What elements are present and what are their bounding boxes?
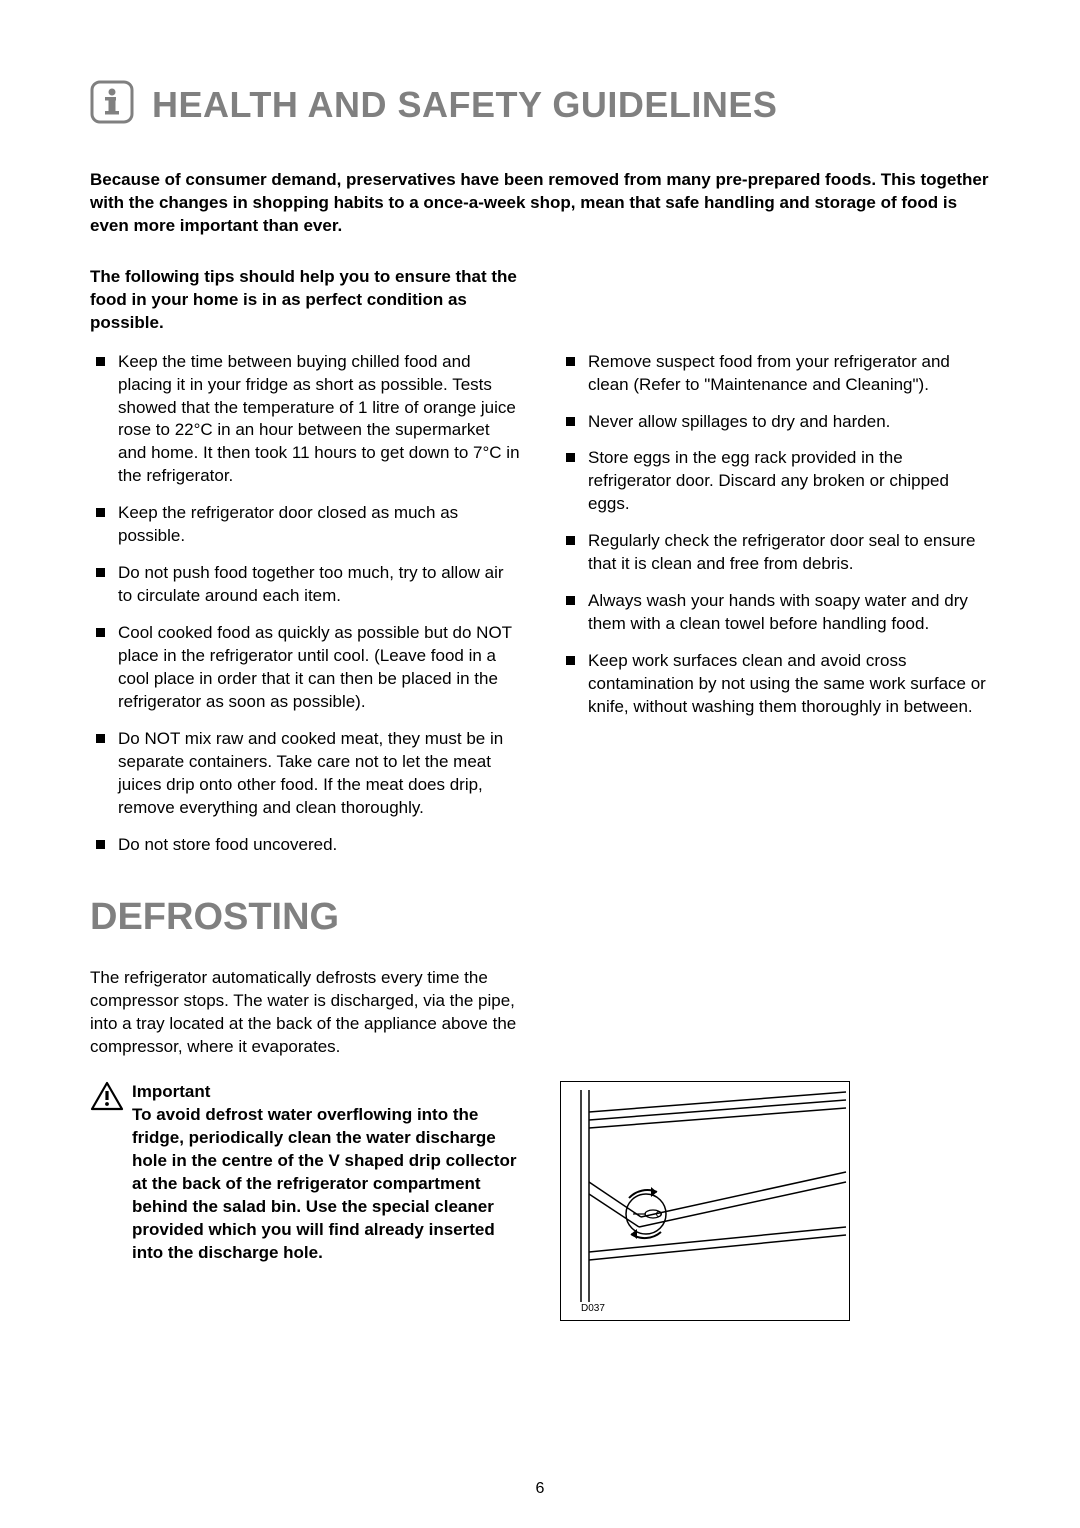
page-number: 6 bbox=[0, 1480, 1080, 1498]
list-item: Regularly check the refrigerator door se… bbox=[560, 530, 990, 576]
important-text: Important To avoid defrost water overflo… bbox=[132, 1081, 520, 1265]
health-title: HEALTH AND SAFETY GUIDELINES bbox=[152, 84, 777, 126]
intro-text: Because of consumer demand, preservative… bbox=[90, 169, 990, 238]
diagram-column: D037 bbox=[560, 1081, 990, 1321]
tips-columns: Keep the time between buying chilled foo… bbox=[90, 351, 990, 871]
important-row: Important To avoid defrost water overflo… bbox=[90, 1081, 990, 1321]
list-item: Store eggs in the egg rack provided in t… bbox=[560, 447, 990, 516]
tips-list-left: Keep the time between buying chilled foo… bbox=[90, 351, 520, 857]
tips-list-right: Remove suspect food from your refrigerat… bbox=[560, 351, 990, 719]
list-item: Do not push food together too much, try … bbox=[90, 562, 520, 608]
list-item: Do NOT mix raw and cooked meat, they mus… bbox=[90, 728, 520, 820]
defrost-body: The refrigerator automatically defrosts … bbox=[90, 967, 520, 1059]
defrost-diagram: D037 bbox=[560, 1081, 850, 1321]
important-label: Important bbox=[132, 1082, 210, 1101]
tips-lead: The following tips should help you to en… bbox=[90, 266, 520, 335]
warning-icon bbox=[90, 1081, 124, 1116]
tips-right-column: Remove suspect food from your refrigerat… bbox=[560, 351, 990, 871]
list-item: Do not store food uncovered. bbox=[90, 834, 520, 857]
list-item: Keep the time between buying chilled foo… bbox=[90, 351, 520, 489]
tips-left-column: Keep the time between buying chilled foo… bbox=[90, 351, 520, 871]
list-item: Always wash your hands with soapy water … bbox=[560, 590, 990, 636]
list-item: Keep work surfaces clean and avoid cross… bbox=[560, 650, 990, 719]
section-title-row: HEALTH AND SAFETY GUIDELINES bbox=[90, 80, 990, 129]
important-block: Important To avoid defrost water overflo… bbox=[90, 1081, 520, 1321]
info-icon bbox=[90, 80, 134, 129]
important-body: To avoid defrost water overflowing into … bbox=[132, 1105, 516, 1262]
defrost-title: DEFROSTING bbox=[90, 896, 990, 939]
diagram-label: D037 bbox=[581, 1303, 605, 1314]
list-item: Keep the refrigerator door closed as muc… bbox=[90, 502, 520, 548]
list-item: Remove suspect food from your refrigerat… bbox=[560, 351, 990, 397]
list-item: Never allow spillages to dry and harden. bbox=[560, 411, 990, 434]
list-item: Cool cooked food as quickly as possible … bbox=[90, 622, 520, 714]
